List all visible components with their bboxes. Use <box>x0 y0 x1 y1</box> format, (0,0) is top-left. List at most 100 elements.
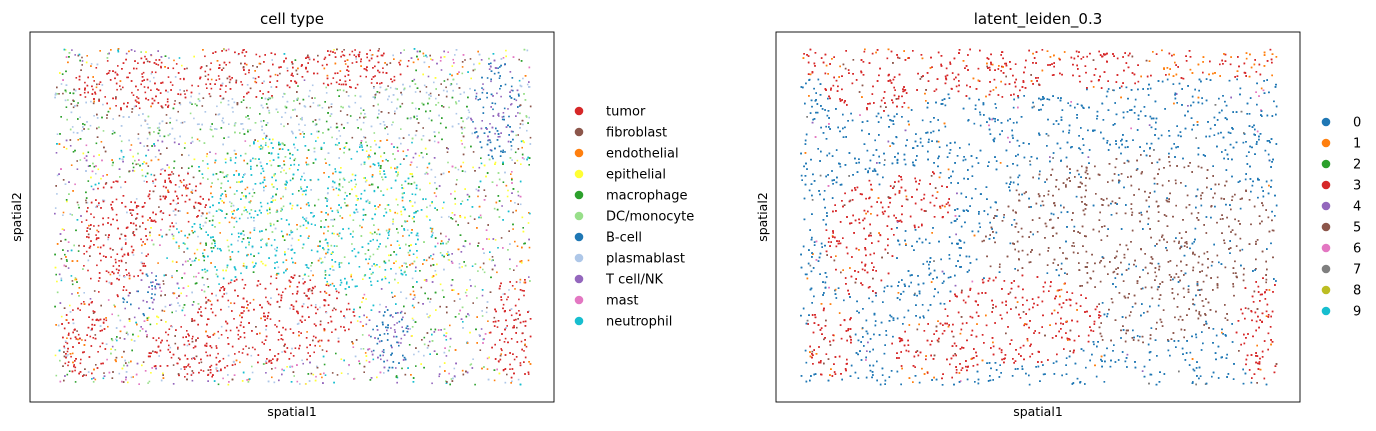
scatter-point <box>400 342 402 344</box>
scatter-point <box>140 124 142 127</box>
scatter-point <box>499 87 501 90</box>
scatter-point <box>175 261 178 263</box>
scatter-point <box>313 351 315 354</box>
scatter-point <box>244 55 246 57</box>
scatter-point <box>413 212 415 214</box>
scatter-point <box>479 349 482 351</box>
scatter-point <box>183 368 186 370</box>
scatter-point <box>178 245 180 247</box>
scatter-point <box>276 359 278 362</box>
scatter-point <box>205 217 208 219</box>
scatter-point <box>324 269 327 272</box>
scatter-point <box>264 144 267 146</box>
scatter-point <box>410 262 412 265</box>
scatter-point <box>349 115 352 117</box>
scatter-point <box>133 170 136 172</box>
scatter-point <box>373 132 376 134</box>
scatter-point <box>338 291 340 294</box>
scatter-point <box>516 159 519 162</box>
scatter-point <box>174 335 176 337</box>
scatter-point <box>448 215 450 218</box>
scatter-point <box>312 120 314 123</box>
scatter-point <box>130 144 133 146</box>
scatter-point <box>454 54 456 56</box>
scatter-point <box>466 118 468 120</box>
scatter-point <box>363 371 365 373</box>
scatter-point <box>241 278 244 281</box>
scatter-point <box>472 302 474 304</box>
scatter-point <box>310 372 313 375</box>
scatter-point <box>81 221 83 223</box>
scatter-point <box>317 340 320 343</box>
scatter-point <box>155 59 157 61</box>
scatter-point <box>372 271 374 274</box>
scatter-point <box>490 62 492 65</box>
scatter-point <box>247 115 249 117</box>
scatter-point <box>186 330 188 332</box>
scatter-point <box>500 353 502 355</box>
scatter-point <box>86 55 88 57</box>
scatter-point <box>361 334 364 336</box>
scatter-point <box>226 266 228 269</box>
scatter-point <box>146 275 149 277</box>
scatter-point <box>519 362 522 364</box>
scatter-point <box>435 273 438 276</box>
scatter-point <box>71 280 74 282</box>
scatter-point <box>110 338 113 340</box>
scatter-point <box>500 95 502 98</box>
scatter-point <box>248 347 250 349</box>
scatter-point <box>366 69 368 72</box>
scatter-point <box>367 199 369 201</box>
scatter-point <box>210 87 213 90</box>
scatter-point <box>363 136 365 138</box>
scatter-point <box>274 262 276 264</box>
scatter-point <box>301 175 303 178</box>
scatter-point <box>144 55 146 58</box>
scatter-point <box>93 115 95 117</box>
scatter-point <box>461 200 464 203</box>
scatter-point <box>343 179 346 181</box>
scatter-point <box>130 376 133 379</box>
scatter-point <box>150 89 152 91</box>
scatter-point <box>429 298 432 300</box>
scatter-point <box>522 77 524 80</box>
scatter-point <box>205 231 207 233</box>
scatter-point <box>254 348 256 351</box>
scatter-point <box>172 67 175 70</box>
scatter-point <box>238 217 241 220</box>
scatter-point <box>269 282 272 285</box>
scatter-point <box>392 316 394 318</box>
scatter-point <box>528 116 530 119</box>
scatter-point <box>268 109 270 112</box>
scatter-point <box>71 49 73 51</box>
scatter-point <box>360 193 363 195</box>
scatter-point <box>314 285 316 288</box>
scatter-point <box>344 63 347 65</box>
scatter-point <box>433 140 436 143</box>
scatter-point <box>494 102 497 105</box>
scatter-point <box>276 209 278 212</box>
scatter-point <box>241 352 244 354</box>
scatter-point <box>269 160 271 162</box>
scatter-point <box>153 365 156 368</box>
scatter-point <box>419 270 421 272</box>
scatter-point <box>487 139 489 142</box>
scatter-point <box>159 283 161 286</box>
scatter-point <box>157 262 159 264</box>
scatter-point <box>179 78 182 80</box>
scatter-point <box>369 155 371 158</box>
scatter-point <box>401 102 404 105</box>
scatter-point <box>181 194 183 197</box>
scatter-point <box>295 136 297 139</box>
scatter-point <box>107 271 110 274</box>
scatter-point <box>87 151 90 154</box>
scatter-point <box>274 324 276 326</box>
scatter-point <box>69 337 72 340</box>
scatter-point <box>186 344 189 347</box>
scatter-point <box>425 86 428 88</box>
scatter-point <box>463 126 466 129</box>
scatter-point <box>401 367 403 370</box>
scatter-point <box>84 339 87 342</box>
scatter-point <box>289 328 292 330</box>
scatter-point <box>180 292 182 295</box>
